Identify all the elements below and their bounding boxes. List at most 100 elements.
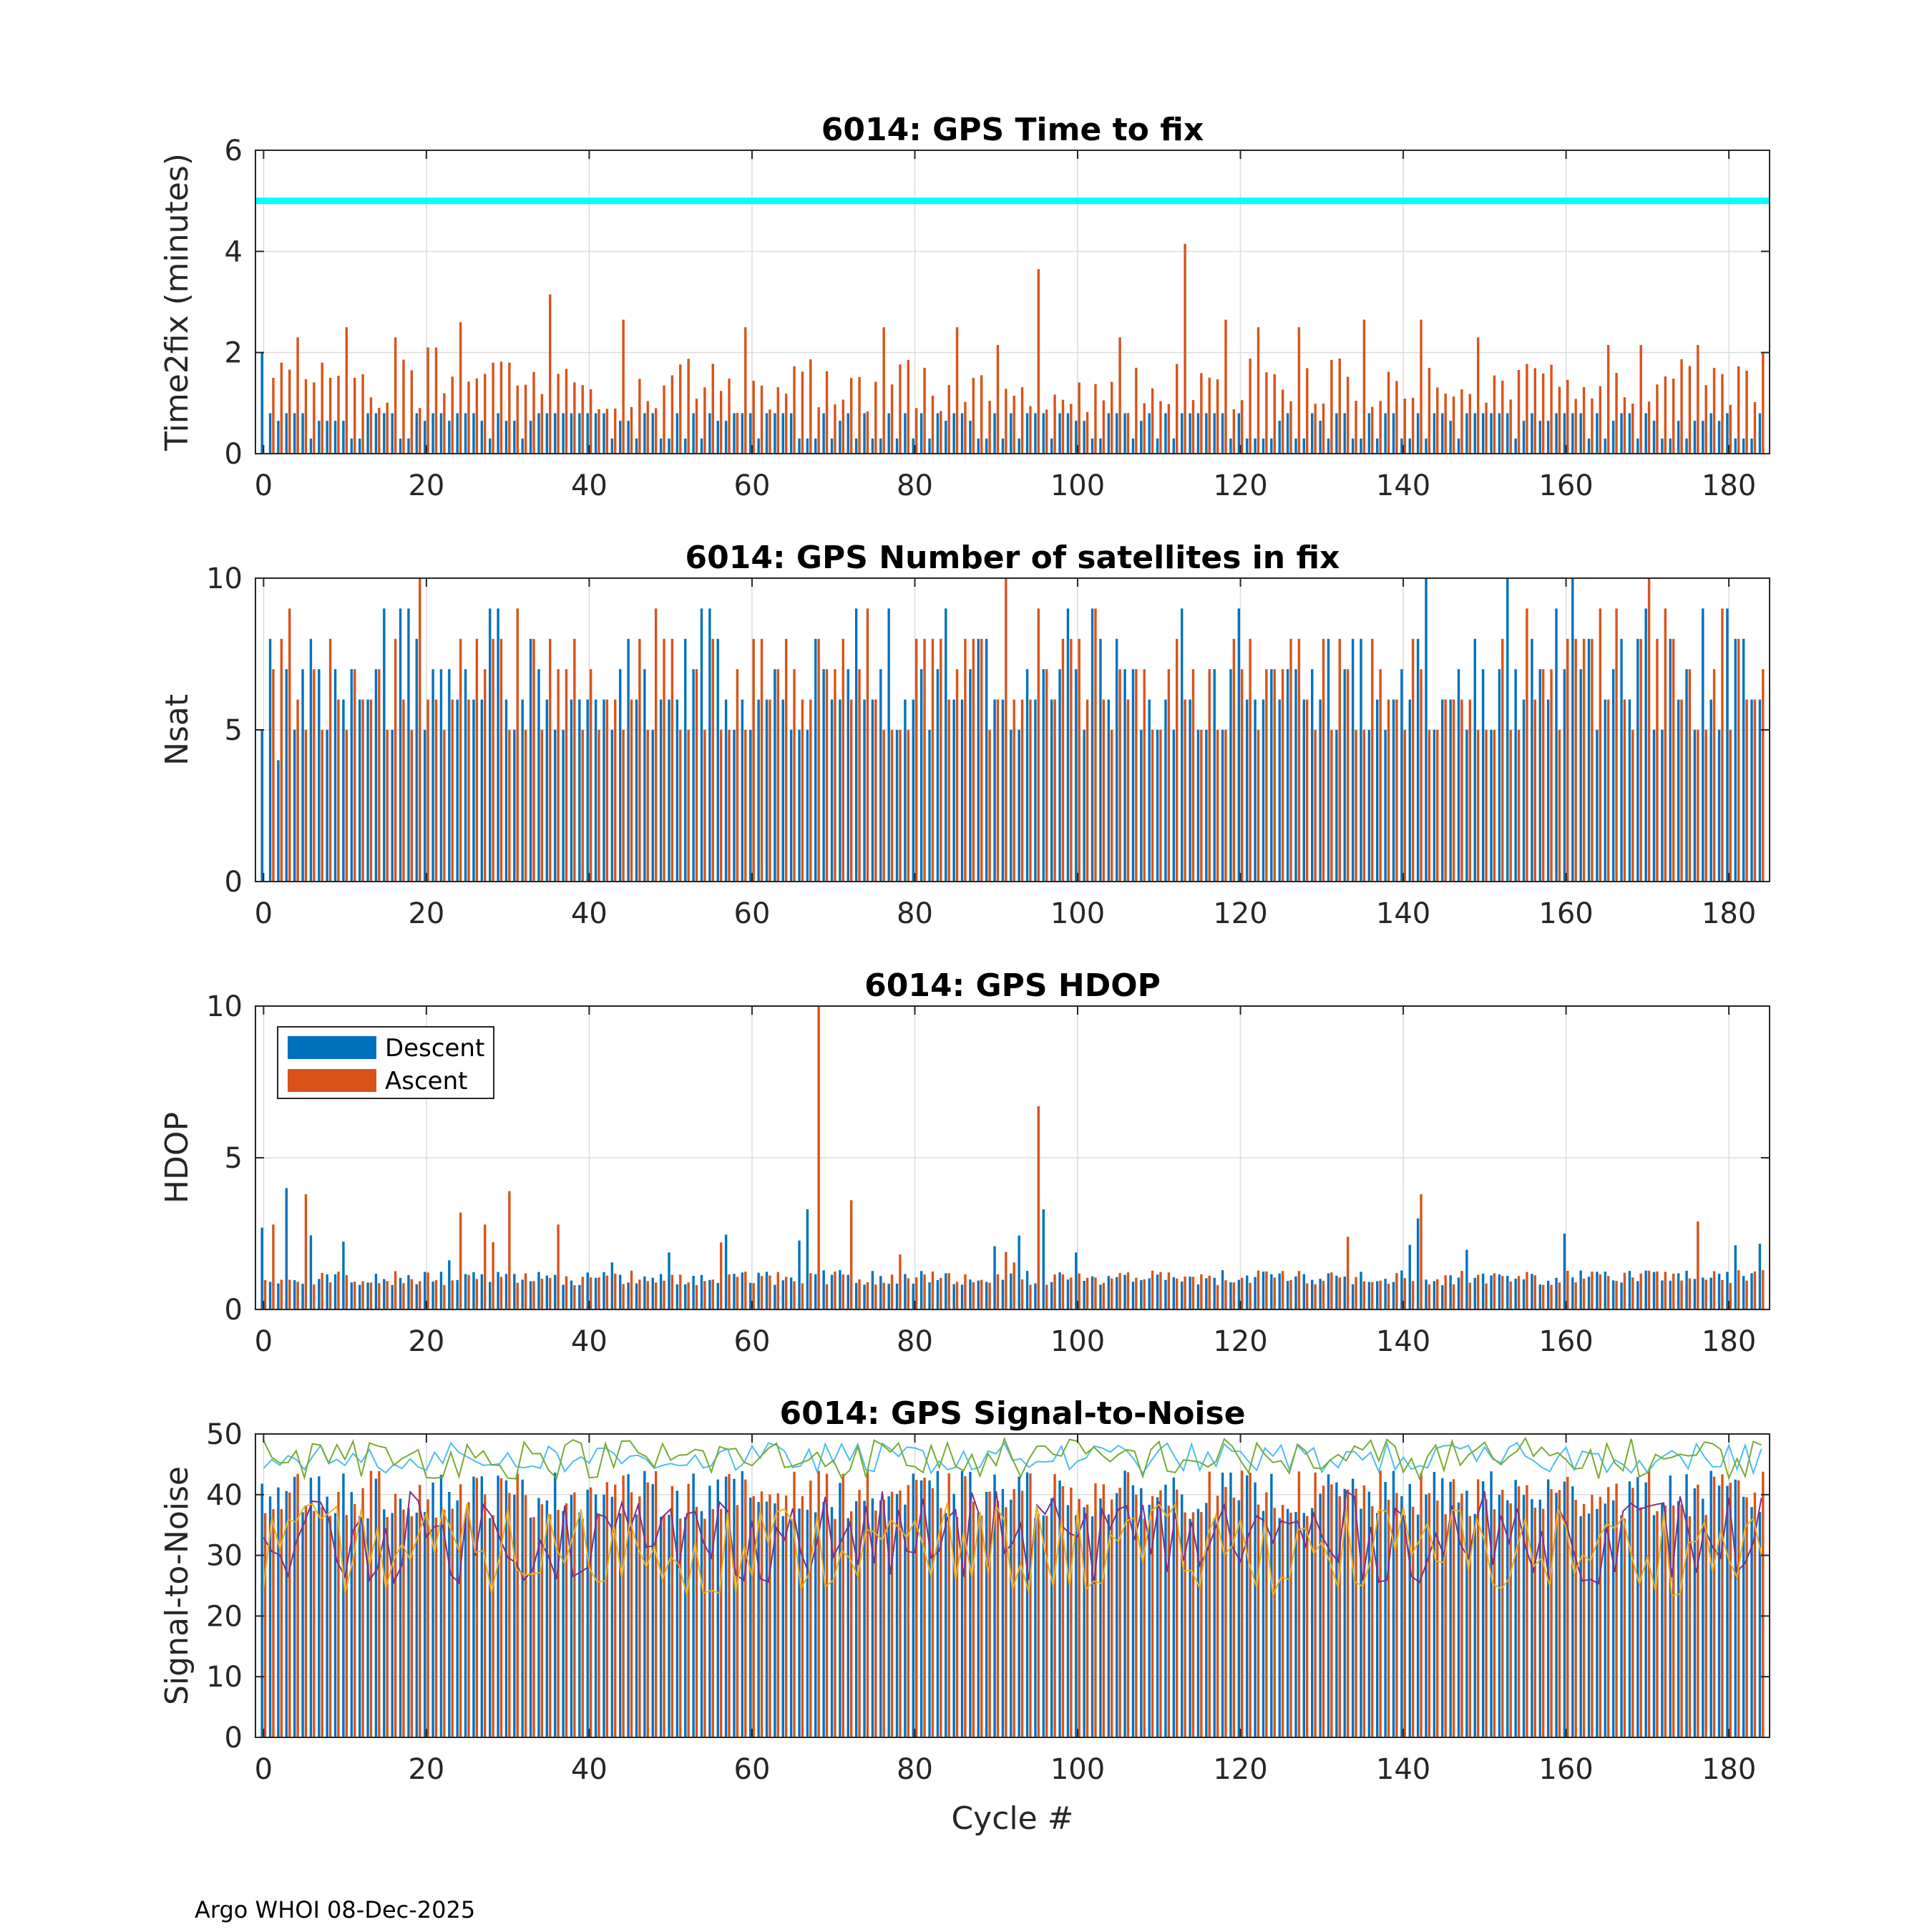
descent-bar [1652,1515,1656,1737]
ascent-bar [361,1281,364,1309]
ascent-bar [955,669,959,882]
descent-bar [912,1473,914,1737]
ascent-bar [394,1271,397,1309]
ascent-bar [1020,699,1024,882]
ascent-bar [1721,374,1724,454]
descent-bar [1018,1235,1020,1309]
descent-bar [578,1284,581,1309]
ascent-bar [1216,1496,1219,1737]
ascent-bar [923,1478,926,1737]
descent-bar [1661,438,1664,454]
ascent-bar [1013,699,1015,882]
ascent-bar [1208,669,1211,882]
ascent-bar [760,1491,763,1737]
descent-bar [1522,1495,1526,1737]
ascent-bar [605,699,609,882]
ascent-bar [573,638,576,882]
descent-bar [260,1483,263,1737]
ascent-bar [1623,397,1626,454]
ascent-bar [1322,1280,1325,1309]
ascent-bar [1159,730,1162,882]
ascent-bar [451,699,454,882]
ascent-bar [1111,1278,1113,1309]
descent-bar [1587,638,1591,882]
descent-bar [1652,421,1656,454]
ascent-bar [849,699,853,882]
ascent-bar [492,1241,494,1309]
descent-bar [562,730,565,882]
ascent-bar [386,1517,389,1737]
descent-bar [1335,1482,1338,1737]
ascent-bar [882,730,885,882]
descent-bar [839,1269,841,1309]
ascent-bar [1281,1271,1284,1309]
ascent-bar [516,385,519,454]
descent-bar [513,730,516,882]
descent-bar [431,1482,434,1737]
ascent-bar [1541,669,1545,882]
descent-bar [871,1271,874,1309]
ascent-bar [1526,364,1528,454]
descent-bar [1164,1484,1167,1737]
ascent-bar [402,359,405,454]
descent-bar [594,413,597,454]
descent-bar [1367,413,1371,454]
ascent-bar [540,730,544,882]
descent-bar [1311,1279,1314,1309]
ascent-bar [573,1492,576,1737]
descent-bar [1042,669,1045,882]
descent-bar [643,1276,646,1309]
ascent-bar [540,1278,544,1309]
descent-bar [1457,1502,1460,1737]
descent-bar [1343,413,1346,454]
descent-bar [879,1276,882,1309]
ascent-bar [419,578,421,882]
descent-bar [1726,1485,1729,1737]
ascent-bar [369,397,373,454]
descent-bar [578,413,581,454]
chart-panel-4: 0 20 40 60 80 100 120 140 160 180010203040506014:… [159,1395,1770,1837]
ascent-bar [1745,371,1748,454]
descent-bar [610,438,614,454]
descent-bar [480,1274,484,1309]
ascent-bar [508,1191,511,1309]
descent-bar [1628,413,1631,454]
descent-bar [383,1279,386,1309]
ascent-bar [646,1281,649,1309]
descent-bar [610,730,614,882]
ascent-bar [1460,1271,1463,1309]
ascent-bar [817,407,820,454]
ascent-bar [1753,1492,1757,1737]
ascent-bar [899,1254,902,1309]
descent-bar [1360,1508,1362,1737]
ascent-bar [1745,1497,1748,1737]
ascent-bar [1737,1270,1740,1309]
ascent-bar [801,699,804,882]
ascent-bar [1420,319,1423,454]
ascent-bar [670,1485,674,1737]
ascent-bar [1257,730,1260,882]
descent-bar [765,1272,769,1309]
descent-bar [879,669,882,882]
descent-bar [1758,1512,1762,1737]
ascent-bar [760,386,763,454]
descent-bar [887,1496,890,1737]
ascent-bar [1631,1488,1634,1737]
descent-bar [1189,413,1191,454]
descent-bar [277,1487,280,1737]
x-tick-label: 40 [571,469,608,502]
descent-bar [1066,1279,1070,1309]
ascent-bar [1224,1280,1227,1309]
ascent-bar [1517,1276,1521,1309]
descent-bar [480,1476,484,1737]
descent-bar [293,1280,296,1309]
ascent-bar [605,1275,609,1309]
ascent-bar [719,391,723,454]
ascent-bar [1403,730,1406,882]
descent-bar [1262,1511,1265,1737]
descent-bar [1425,1279,1428,1309]
ascent-bar [638,638,641,882]
ascent-bar [1468,394,1471,454]
ascent-bar [866,608,869,882]
